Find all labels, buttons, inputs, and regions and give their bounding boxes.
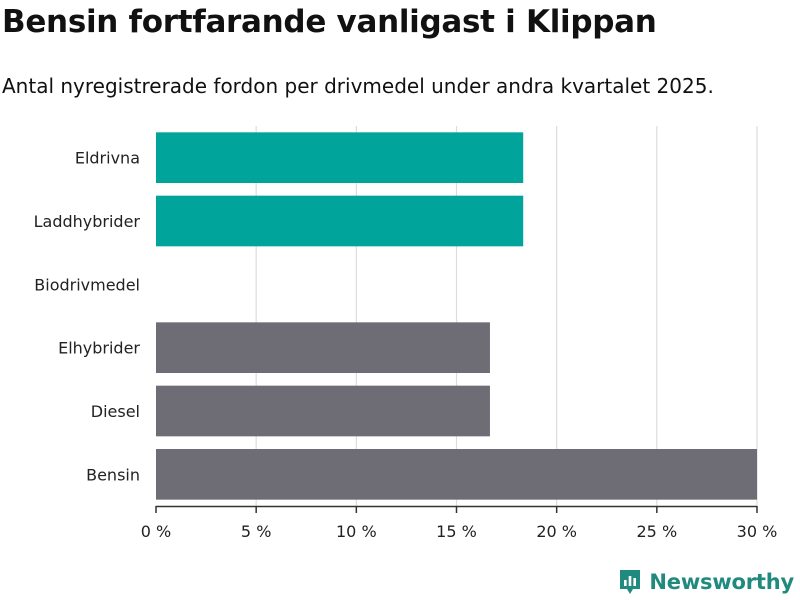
bar <box>156 195 524 247</box>
x-tick-label: 0 % <box>141 522 171 541</box>
category-label: Eldrivna <box>75 149 140 168</box>
bar <box>156 385 490 437</box>
category-label: Biodrivmedel <box>34 275 140 294</box>
category-label: Laddhybrider <box>34 212 141 231</box>
x-tick-label: 30 % <box>737 522 778 541</box>
category-label: Diesel <box>91 402 140 421</box>
x-tick-label: 25 % <box>637 522 678 541</box>
category-labels: Eldrivna Laddhybrider Biodrivmedel Elhybrid… <box>34 149 141 485</box>
x-tick-label: 10 % <box>336 522 377 541</box>
chart-title: Bensin fortfarande vanligast i Klippan <box>2 4 657 40</box>
category-label: Bensin <box>86 465 140 484</box>
bars <box>156 132 757 500</box>
newsworthy-logo-icon <box>620 570 641 594</box>
chart-subtitle: Antal nyregistrerade fordon per drivmede… <box>2 74 714 98</box>
brand-name: Newsworthy <box>649 570 794 594</box>
x-tick-label: 20 % <box>536 522 577 541</box>
newsworthy-logo: Newsworthy <box>618 568 794 596</box>
category-label: Elhybrider <box>58 339 140 358</box>
grid-lines <box>255 126 758 506</box>
x-tick-label: 15 % <box>436 522 477 541</box>
bar <box>156 322 490 373</box>
bar <box>156 449 757 500</box>
x-tick-label: 5 % <box>241 522 271 541</box>
bar <box>156 132 524 183</box>
x-axis: 0 % 5 % 10 % 15 % 20 % 25 % 30 % <box>141 505 778 541</box>
